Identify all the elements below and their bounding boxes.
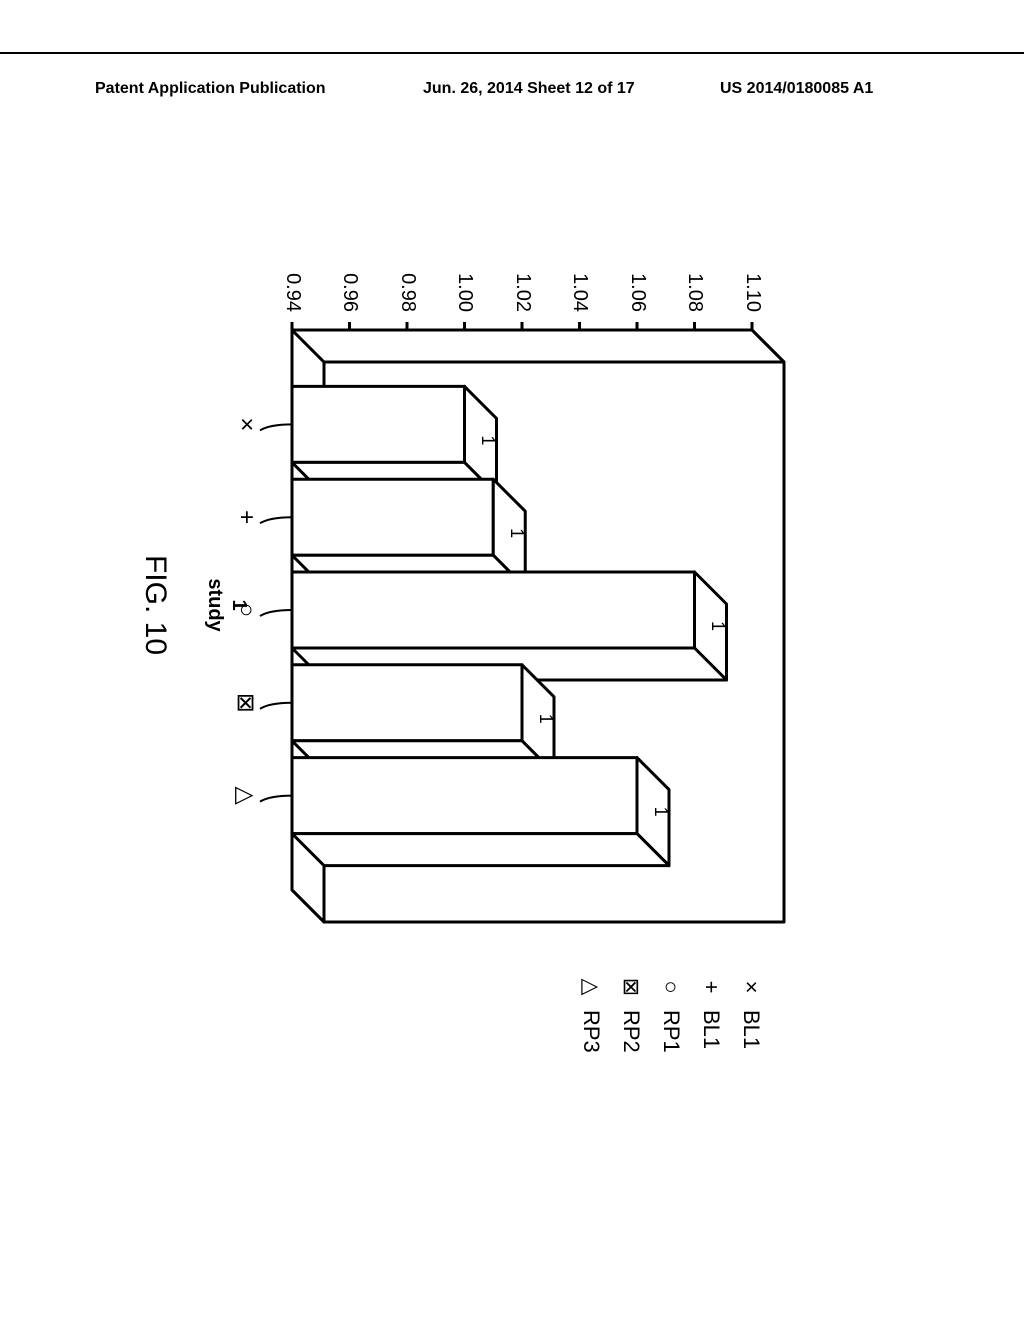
- ytick-label: 0.96: [339, 252, 362, 312]
- legend-symbol: △: [578, 972, 604, 1002]
- legend-item: ⊠ RP2: [618, 972, 644, 1053]
- legend-symbol: +: [698, 972, 724, 1002]
- legend-item: × BL1: [738, 972, 764, 1049]
- legend-label: RP1: [658, 1010, 684, 1053]
- chart-region: 1.10 1.08 1.06 1.04 1.02 1.00 0.98 0.96 0.94 × + ○…: [62, 60, 962, 1260]
- ytick-label: 1.10: [741, 252, 764, 312]
- ytick-label: 1.06: [626, 252, 649, 312]
- figure-label: FIG. 10: [138, 505, 172, 705]
- legend-symbol: ⊠: [618, 972, 644, 1002]
- legend-label: RP3: [578, 1010, 604, 1053]
- bar-top-label: 1: [535, 699, 556, 739]
- xtick-symbol: △: [231, 776, 260, 816]
- xtick-symbol: +: [232, 497, 260, 537]
- legend-label: RP2: [618, 1010, 644, 1053]
- ytick-label: 1.08: [684, 252, 707, 312]
- legend-symbol: ×: [738, 972, 764, 1002]
- legend-label: BL1: [698, 1010, 724, 1049]
- bar-top-label: 1: [478, 420, 499, 460]
- ytick-label: 0.98: [396, 252, 419, 312]
- bar-top-label: 1: [650, 792, 671, 832]
- xtick-symbol: ⊠: [231, 683, 260, 723]
- xaxis-title: study: [203, 565, 226, 645]
- bar-top-label: 1: [506, 513, 527, 553]
- ytick-label: 1.00: [454, 252, 477, 312]
- chart-svg: [62, 60, 962, 1260]
- ytick-label: 1.02: [511, 252, 534, 312]
- legend-label: BL1: [738, 1010, 764, 1049]
- legend-item: △ RP3: [578, 972, 604, 1053]
- ytick-label: 0.94: [281, 252, 304, 312]
- xaxis-sub: 1: [227, 565, 250, 645]
- bar-top-label: 1: [708, 606, 729, 646]
- ytick-label: 1.04: [569, 252, 592, 312]
- legend-symbol: ○: [658, 972, 684, 1002]
- legend-item: ○ RP1: [658, 972, 684, 1053]
- legend-item: + BL1: [698, 972, 724, 1049]
- xtick-symbol: ×: [232, 404, 260, 444]
